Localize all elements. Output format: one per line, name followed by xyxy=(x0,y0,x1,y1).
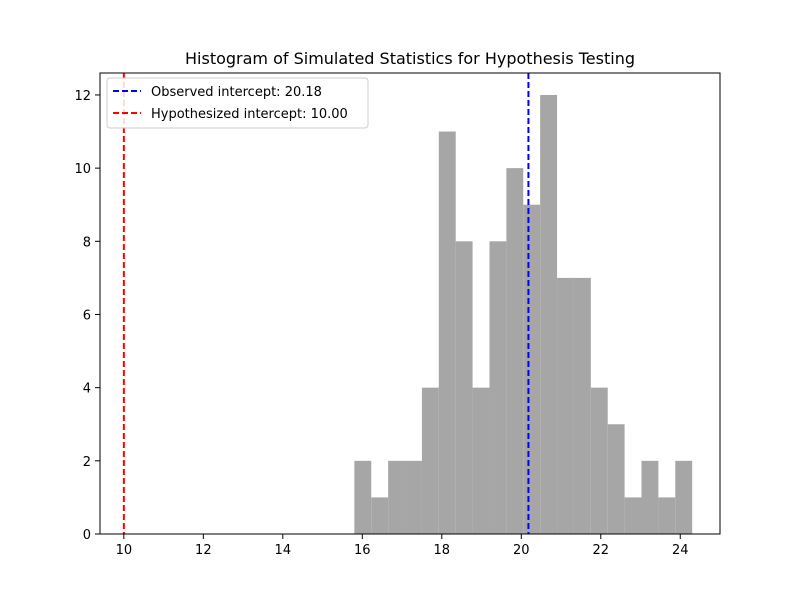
x-tick-label: 24 xyxy=(672,543,689,558)
x-tick-label: 10 xyxy=(116,543,133,558)
histogram-bar xyxy=(557,277,574,534)
y-tick-label: 4 xyxy=(83,382,91,397)
legend-label: Observed intercept: 20.18 xyxy=(151,85,322,100)
histogram-bar xyxy=(388,460,406,534)
y-tick-label: 12 xyxy=(74,89,91,104)
legend: Observed intercept: 20.18 Hypothesized in… xyxy=(106,77,369,129)
x-tick-label: 12 xyxy=(195,543,212,558)
x-tick-label: 16 xyxy=(354,543,371,558)
chart-title: Histogram of Simulated Statistics for Hy… xyxy=(185,49,635,68)
y-axis: 0 2 4 6 8 10 12 xyxy=(74,89,100,543)
y-tick-label: 10 xyxy=(74,162,91,177)
histogram-bar xyxy=(455,241,473,535)
histogram-bar xyxy=(675,460,693,534)
histogram-bar xyxy=(405,460,422,534)
histogram-bar xyxy=(354,460,372,534)
x-tick-label: 22 xyxy=(592,543,609,558)
x-tick-label: 14 xyxy=(275,543,292,558)
histogram-bar xyxy=(658,497,676,534)
histogram-bar xyxy=(438,131,456,535)
histogram-bar xyxy=(421,387,439,534)
histogram-bar xyxy=(607,424,625,534)
bars-layer xyxy=(354,94,693,535)
reference-lines-layer xyxy=(122,73,530,534)
legend-box xyxy=(106,77,369,129)
y-tick-label: 2 xyxy=(83,455,91,470)
histogram-bar xyxy=(472,387,490,534)
plot-area-frame xyxy=(99,72,721,535)
histogram-bar xyxy=(590,387,608,534)
y-tick-label: 8 xyxy=(83,235,91,250)
histogram-bar xyxy=(641,460,659,534)
histogram-bar xyxy=(523,204,541,534)
histogram-bar xyxy=(506,168,524,534)
histogram-bar xyxy=(573,277,591,534)
histogram-bar xyxy=(489,241,507,535)
legend-label: Hypothesized intercept: 10.00 xyxy=(151,107,348,122)
x-tick-label: 20 xyxy=(513,543,530,558)
histogram-bar xyxy=(624,497,642,534)
y-tick-label: 6 xyxy=(83,308,91,323)
x-axis: 10 12 14 16 18 20 22 24 xyxy=(116,534,689,558)
x-tick-label: 18 xyxy=(434,543,451,558)
histogram-bar xyxy=(540,94,558,534)
histogram-bar xyxy=(371,497,389,534)
y-tick-label: 0 xyxy=(83,528,91,543)
